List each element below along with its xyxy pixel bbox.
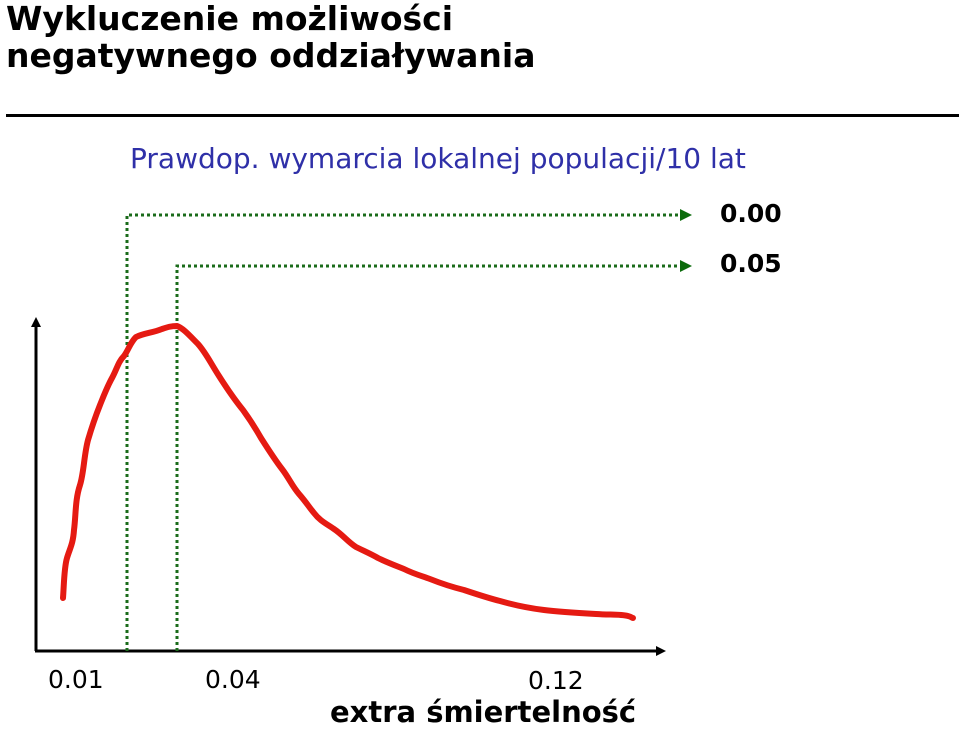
x-tick-label: 0.04: [205, 665, 261, 694]
marker-value-1: 0.05: [720, 249, 782, 278]
title-divider: [6, 114, 959, 117]
slide-title: Wykluczenie możliwości negatywnego oddzi…: [6, 0, 536, 75]
guide-line-marker-0: [125, 209, 692, 651]
chart-subtitle: Prawdop. wymarcia lokalnej populacji/10 …: [130, 142, 746, 175]
x-tick-label: 0.12: [528, 666, 584, 695]
guide-line-marker-1: [175, 260, 692, 651]
marker-value-0: 0.00: [720, 199, 782, 228]
mortality-curve: [60, 323, 636, 621]
x-tick-label: 0.01: [48, 665, 104, 694]
x-axis-label: extra śmiertelność: [330, 695, 637, 729]
